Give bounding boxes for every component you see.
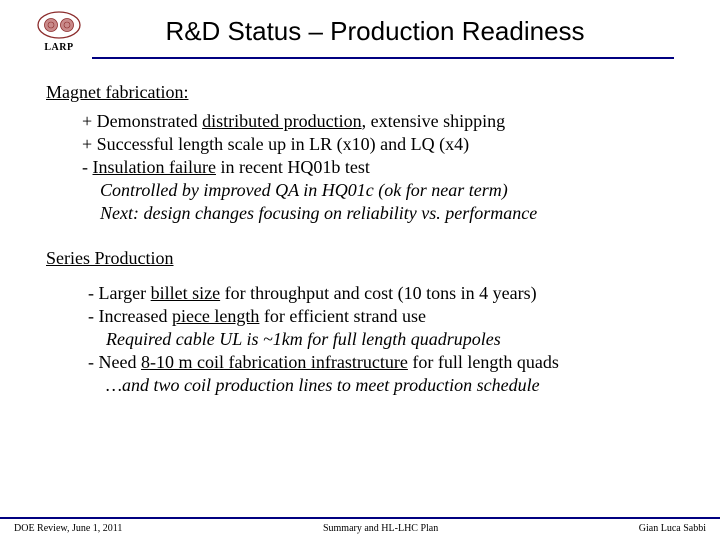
text: for throughput and cost (10 tons in 4 ye… — [220, 283, 536, 303]
section2-line2: - Increased piece length for efficient s… — [88, 305, 674, 328]
section2-line5: …and two coil production lines to meet p… — [88, 374, 674, 397]
larp-logo: LARP — [34, 10, 84, 53]
text-underline: Insulation failure — [93, 157, 216, 177]
slide-footer: DOE Review, June 1, 2011 Summary and HL-… — [0, 517, 720, 540]
section2-line1: - Larger billet size for throughput and … — [88, 282, 674, 305]
text: - Need — [88, 352, 141, 372]
section2-block: - Larger billet size for throughput and … — [46, 282, 674, 397]
section2-line4: - Need 8-10 m coil fabrication infrastru… — [88, 351, 674, 374]
footer-center: Summary and HL-LHC Plan — [323, 523, 438, 534]
section1-line3: - Insulation failure in recent HQ01b tes… — [82, 156, 674, 179]
section1-line2: + Successful length scale up in LR (x10)… — [82, 133, 674, 156]
slide-content: Magnet fabrication: + Demonstrated distr… — [0, 59, 720, 397]
text: - Increased — [88, 306, 172, 326]
text: for full length quads — [408, 352, 559, 372]
section2-line3: Required cable UL is ~1km for full lengt… — [88, 328, 674, 351]
logo-label: LARP — [44, 42, 73, 53]
section1-block: + Demonstrated distributed production, e… — [46, 110, 674, 225]
slide-title: R&D Status – Production Readiness — [94, 16, 686, 47]
section1-line1: + Demonstrated distributed production, e… — [82, 110, 674, 133]
footer-right: Gian Luca Sabbi — [639, 523, 706, 534]
section2-heading: Series Production — [46, 247, 674, 270]
logo-icon — [37, 10, 81, 40]
text-underline: distributed production — [202, 111, 361, 131]
section1-line5: Next: design changes focusing on reliabi… — [82, 202, 674, 225]
text: - Larger — [88, 283, 151, 303]
section1-line4: Controlled by improved QA in HQ01c (ok f… — [82, 179, 674, 202]
text: for efficient strand use — [259, 306, 426, 326]
text-underline: 8-10 m coil fabrication infrastructure — [141, 352, 408, 372]
text: + Demonstrated — [82, 111, 202, 131]
footer-rule — [0, 517, 720, 519]
text: in recent HQ01b test — [216, 157, 370, 177]
text-underline: billet size — [151, 283, 220, 303]
slide-header: LARP R&D Status – Production Readiness — [0, 0, 720, 53]
text-underline: piece length — [172, 306, 259, 326]
footer-left: DOE Review, June 1, 2011 — [14, 523, 122, 534]
section1-heading: Magnet fabrication: — [46, 81, 674, 104]
text: , extensive shipping — [362, 111, 505, 131]
text: - — [82, 157, 93, 177]
